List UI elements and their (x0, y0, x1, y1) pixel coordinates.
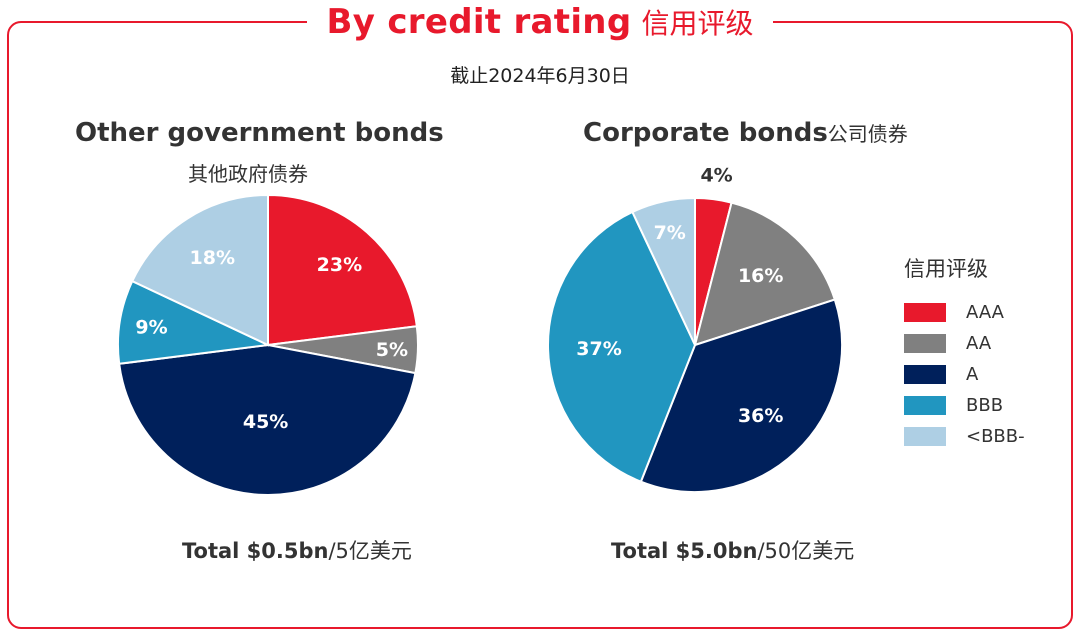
pie-data-label: 4% (700, 164, 732, 186)
pie-data-label: 7% (654, 222, 686, 244)
chart2-total-bold: Total $5.0bn (611, 539, 758, 563)
legend: 信用评级 AAA AA A BBB <BBB- (904, 253, 1025, 452)
legend-label: AA (966, 333, 992, 354)
chart2-total-rest: /50亿美元 (757, 539, 855, 563)
legend-swatch (904, 396, 946, 415)
pie-slice-bbb (631, 196, 696, 346)
pie-data-label: 36% (738, 405, 783, 427)
chart2-title-en: Corporate bonds (583, 118, 828, 148)
pie-data-label: 5% (376, 339, 408, 361)
pie-slice-bbb (547, 210, 697, 483)
legend-item-aa: AA (904, 328, 1025, 359)
chart2-total: Total $5.0bn/50亿美元 (611, 535, 854, 565)
legend-label: <BBB- (966, 426, 1025, 447)
legend-item-below-bbb: <BBB- (904, 421, 1025, 452)
chart2-title-zh: 公司债券 (827, 122, 908, 146)
legend-label: A (966, 364, 979, 385)
chart2-title: Corporate bonds公司债券 (583, 118, 908, 148)
legend-swatch (904, 334, 946, 353)
header: By credit rating 信用评级 (0, 0, 1080, 44)
legend-label: AAA (966, 302, 1004, 323)
pie-slice-bbb (116, 279, 272, 365)
main-title-en: By credit rating (326, 2, 632, 42)
pie-data-label: 18% (190, 247, 235, 269)
pie-slice-aa (693, 201, 837, 347)
as-of-date: 截止2024年6月30日 (450, 65, 630, 87)
pie-data-label: 16% (738, 265, 783, 287)
chart1-total-bold: Total $0.5bn (182, 539, 329, 563)
chart1-total: Total $0.5bn/5亿美元 (182, 535, 412, 565)
main-title-zh: 信用评级 (641, 7, 754, 40)
chart1-total-rest: /5亿美元 (328, 539, 412, 563)
chart1-title: Other government bonds (75, 118, 444, 148)
legend-swatch (904, 427, 946, 446)
pie-data-label: 37% (576, 338, 621, 360)
pie-slice-a (639, 298, 843, 493)
legend-label: BBB (966, 395, 1004, 416)
pie-data-label: 23% (317, 254, 362, 276)
chart1-subtitle: 其他政府债券 (188, 162, 308, 186)
main-title: By credit rating 信用评级 (306, 2, 774, 42)
legend-item-aaa: AAA (904, 297, 1025, 328)
pie-slice-aaa (267, 193, 418, 347)
legend-item-a: A (904, 359, 1025, 390)
legend-swatch (904, 365, 946, 384)
legend-item-bbb: BBB (904, 390, 1025, 421)
pie-data-label: 45% (243, 411, 288, 433)
legend-swatch (904, 303, 946, 322)
pie-slice-a (118, 343, 417, 496)
legend-title: 信用评级 (904, 257, 988, 281)
pie-slice-bbb (130, 193, 269, 347)
pie-data-label: 9% (135, 317, 167, 339)
